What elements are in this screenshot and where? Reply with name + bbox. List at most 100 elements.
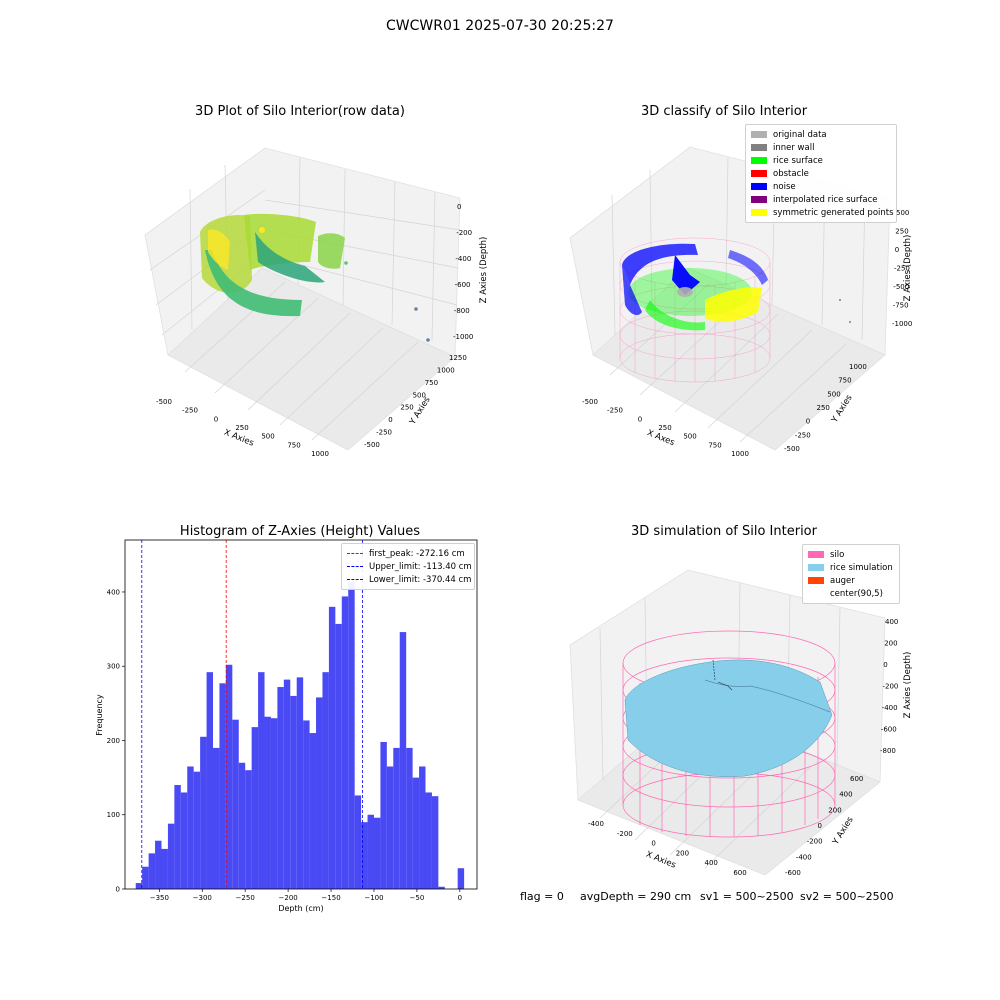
histogram-bar-5 (167, 823, 175, 889)
histogram-bar-11 (206, 672, 213, 889)
legend-swatch (808, 577, 824, 584)
panel-1-x-tick-4: 500 (261, 433, 274, 441)
histogram-bar-50 (457, 868, 465, 889)
status-sv2: sv2 = 500~2500 (800, 890, 894, 903)
histogram-y-ticks: 0 100 200 300 400 (107, 588, 125, 894)
legend-swatch (751, 196, 767, 203)
legend-swatch (808, 590, 824, 597)
legend-label: obstacle (773, 168, 809, 179)
histogram-bar-31 (335, 623, 342, 889)
legend-swatch (347, 566, 363, 567)
panel-2-z-label: Z Axies (Depth) (903, 235, 913, 302)
panel-4-x-tick-1: -200 (617, 830, 633, 838)
histogram-x-ticks: −350 −300 −250 −200 −150 −100 −50 0 (150, 889, 462, 902)
p3-legend-entry-2: Lower_limit: -370.44 cm (347, 573, 472, 586)
p4-legend-entry-1: rice simulation (808, 561, 894, 574)
panel-2-title: 3D classify of Silo Interior (640, 104, 808, 119)
panel-2-x-tick-0: -500 (582, 398, 598, 406)
panel-1-y-tick-1: -250 (376, 429, 392, 437)
panel-2-y-ticklabels: -500 -250 0 250 500 750 1000 (784, 363, 867, 453)
histogram-bar-40 (393, 747, 400, 889)
panel-4-rice-surface (624, 659, 833, 777)
panel-1-x-tick-2: 0 (214, 415, 218, 423)
panel-4-y-label: Y Axies (830, 815, 856, 848)
panel-4-z-tick-6: -800 (880, 747, 896, 755)
histogram-x-ticklabel-2: −250 (236, 894, 255, 902)
panel-3-histogram[interactable]: −350 −300 −250 −200 −150 −100 −50 0 0 100 200 300 4… (0, 500, 500, 920)
legend-swatch (808, 564, 824, 571)
panel-2-y-tick-2: 0 (806, 418, 810, 426)
legend-label: rice surface (773, 155, 823, 166)
panel-2-z-tick-6: -1000 (892, 320, 912, 328)
histogram-bar-2 (148, 853, 156, 889)
panel-2-z-tick-2: 0 (895, 246, 899, 254)
panel-4-x-tick-5: 600 (733, 869, 746, 877)
panel-4-x-tick-4: 400 (705, 859, 718, 867)
panel-1-z-tick-1: -200 (456, 229, 472, 237)
histogram-bar-44 (419, 766, 426, 889)
histogram-bar-3 (155, 840, 162, 889)
panel-4-y-tick-1: -400 (796, 853, 812, 861)
panel-2-z-tick-3: -250 (894, 265, 910, 273)
histogram-x-ticklabel-1: −300 (193, 894, 212, 902)
histogram-x-ticklabel-7: 0 (458, 894, 462, 902)
histogram-bar-22 (277, 687, 284, 889)
panel-2-pane-floor (592, 267, 886, 451)
histogram-x-ticklabel-5: −100 (364, 894, 383, 902)
legend-label: Lower_limit: -370.44 cm (369, 574, 472, 585)
histogram-bar-36 (367, 814, 374, 889)
histogram-bar-34 (354, 795, 362, 889)
panel-1-x-tick-1: -250 (182, 407, 198, 415)
histogram-bar-38 (380, 741, 387, 889)
histogram-x-label: Depth (cm) (278, 904, 323, 913)
histogram-bar-0 (135, 883, 143, 889)
histogram-bar-17 (245, 770, 252, 889)
panel-1-z-tick-5: -1000 (453, 333, 473, 341)
histogram-bar-28 (316, 697, 323, 889)
panel-1-point (414, 307, 418, 311)
p2-legend-entry-6: symmetric generated points (751, 206, 894, 219)
panel-1-x-tick-5: 750 (287, 441, 300, 449)
histogram-bar-37 (373, 817, 381, 889)
panel-2-x-tick-2: 0 (638, 415, 642, 423)
panel-4-x-ticklabels: -400 -200 0 200 400 600 (588, 820, 747, 877)
histogram-bar-20 (264, 716, 271, 889)
histogram-bar-35 (361, 822, 368, 889)
status-avg-depth: avgDepth = 290 cm (580, 890, 692, 903)
panel-1-z-ticklabels: 0 -200 -400 -600 -800 -1000 (453, 203, 473, 341)
panel-1-point (344, 261, 348, 265)
histogram-bar-42 (406, 747, 413, 889)
panel-2-z-tick-4: -500 (893, 283, 909, 291)
panel-2-z-tick-0: 500 (896, 209, 909, 217)
panel-1-bright-point (259, 227, 265, 233)
histogram-y-ticklabel-0: 0 (116, 886, 120, 894)
panel-4-z-tick-5: -600 (881, 726, 897, 734)
panel-4-z-tick-4: -400 (882, 704, 898, 712)
panel-2-y-tick-1: -250 (795, 431, 811, 439)
panel-2-x-tick-4: 500 (683, 433, 696, 441)
panel-4-3d-axes[interactable]: -400 -200 0 200 400 600 -600 -400 -200 0 200 400 60… (500, 500, 1000, 900)
legend-label: Upper_limit: -113.40 cm (369, 561, 472, 572)
legend-swatch (347, 579, 363, 580)
legend-label: silo (830, 549, 845, 560)
legend-swatch (751, 183, 767, 190)
panel-4-y-tick-6: 600 (850, 775, 863, 783)
legend-label: inner wall (773, 142, 815, 153)
panel-4-z-tick-1: 200 (884, 640, 897, 648)
histogram-bar-4 (161, 848, 168, 889)
legend-label: auger (830, 575, 855, 586)
panel-2-3d-axes[interactable]: -500 -250 0 250 500 750 1000 -500 -250 0 250 500 75… (500, 0, 1000, 500)
panel-1-title: 3D Plot of Silo Interior(row data) (195, 104, 405, 119)
panel-1-y-tick-5: 750 (425, 379, 438, 387)
panel-4-z-tick-2: 0 (883, 661, 887, 669)
histogram-x-ticklabel-6: −50 (410, 894, 425, 902)
histogram-bars (135, 582, 465, 889)
panel-1-x-tick-6: 1000 (311, 450, 329, 458)
panel-3-title: Histogram of Z-Axies (Height) Values (179, 524, 421, 539)
histogram-bar-6 (174, 785, 181, 889)
histogram-bar-30 (328, 606, 336, 889)
p2-legend-entry-5: interpolated rice surface (751, 193, 891, 206)
histogram-bar-43 (412, 777, 420, 889)
